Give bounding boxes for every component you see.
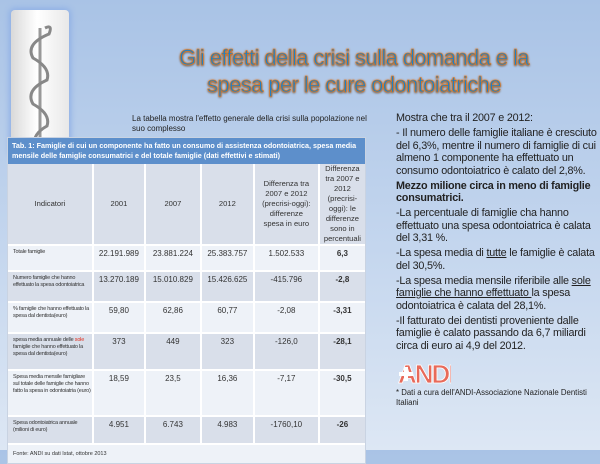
caduceus-image [11, 10, 69, 155]
table-source: Fonte: ANDI su dati Istat, ottobre 2013 [13, 451, 107, 457]
row-label: Spesa odontoiatrica annuale (milioni di … [8, 416, 94, 445]
row-label: % famiglie che hanno effettuato la spesa… [8, 302, 94, 334]
col-header: Differenza tra 2007 e 2012 (precrisi-ogg… [318, 164, 365, 246]
cell: -126,0 [253, 333, 320, 371]
andi-logo: ANDI [396, 358, 457, 389]
cell: 15.010.829 [144, 271, 202, 303]
title-line-2: spesa per le cure odontoiatriche [207, 72, 502, 98]
cell: 13.270.189 [92, 271, 146, 303]
table-row: spesa media annuale delle sole famiglie … [8, 333, 365, 371]
table-row: Totale famiglie 22.191.989 23.881.224 25… [8, 245, 365, 272]
summary-point: -La spesa media mensile riferibile alle … [396, 275, 598, 313]
svg-text:ANDI: ANDI [398, 359, 451, 388]
row-label: spesa media annuale delle sole famiglie … [8, 333, 94, 371]
cell: 60,77 [200, 302, 255, 334]
cell: 4.951 [92, 416, 146, 445]
cell: 6,3 [318, 245, 365, 272]
cell: -26 [318, 416, 365, 445]
summary-intro: Mostra che tra il 2007 e 2012: [396, 112, 533, 124]
table-header-row: Indicatori 2001 2007 2012 Differenza tra… [8, 164, 365, 246]
cell: 23.881.224 [144, 245, 202, 272]
cell: -30,5 [318, 370, 365, 417]
cell: -7,17 [253, 370, 320, 417]
summary-point: -La spesa media di tutte le famiglie è c… [396, 247, 598, 272]
table-row: % famiglie che hanno effettuato la spesa… [8, 302, 365, 334]
row-label: Numero famiglie che hanno effettuato la … [8, 271, 94, 303]
cell: -1760,10 [253, 416, 320, 445]
footnote: * Dati a cura dell'ANDI-Associazione Naz… [396, 387, 587, 407]
summary-text: Mostra che tra il 2007 e 2012: - Il nume… [396, 112, 598, 355]
intro-text: La tabella mostra l'effetto generale del… [132, 114, 367, 133]
cell: -2,8 [318, 271, 365, 303]
cell: 15.426.625 [200, 271, 255, 303]
row-label: Spesa media mensile famigliare sul total… [8, 370, 94, 417]
cell: 25.383.757 [200, 245, 255, 272]
cell: 16,36 [200, 370, 255, 417]
cell: 373 [92, 333, 146, 371]
cell: 22.191.989 [92, 245, 146, 272]
andi-logo-icon: ANDI [398, 358, 457, 389]
col-header: Indicatori [8, 164, 94, 246]
col-header: 2012 [200, 164, 255, 246]
summary-highlight: Mezzo milione circa in meno di famiglie … [396, 179, 591, 205]
col-header: 2001 [92, 164, 146, 246]
right-column: Mostra che tra il 2007 e 2012: - Il nume… [396, 112, 598, 408]
cell: 4.983 [200, 416, 255, 445]
text-part: -La spesa media mensile riferibile alle [396, 274, 572, 287]
col-header: 2007 [144, 164, 202, 246]
data-table: Tab. 1: Famiglie di cui un componente ha… [7, 137, 366, 464]
table-row: Spesa media mensile famigliare sul total… [8, 370, 365, 417]
summary-point: -Il fatturato dei dentisti proveniente d… [396, 314, 586, 352]
slide-title: Gli effetti della crisi sulla domanda e … [112, 44, 596, 98]
cell: 323 [200, 333, 255, 371]
rod-of-asclepius-icon [29, 25, 52, 152]
cell: -28,1 [318, 333, 365, 371]
cell: -415.796 [253, 271, 320, 303]
label-highlight: sole [74, 337, 85, 343]
cell: 6.743 [144, 416, 202, 445]
text-part: -La spesa media di [396, 247, 487, 259]
label-part: spesa media annuale delle [13, 337, 74, 343]
underlined-text: tutte [486, 247, 507, 259]
table-row: Spesa odontoiatrica annuale (milioni di … [8, 416, 365, 445]
text-part: le famiglie è calata del 30,5%. [396, 247, 595, 272]
summary-point: -La percentuale di famiglie cha hanno ef… [396, 207, 591, 244]
title-line-1: Gli effetti della crisi sulla domanda e … [179, 45, 530, 71]
col-header: Differenza tra 2007 e 2012 (precrisi-ogg… [253, 164, 320, 246]
cell: 23,5 [144, 370, 202, 417]
text-part: la spesa odontoiatrica è calata del 28,1… [396, 287, 571, 312]
table-row: Numero famiglie che hanno effettuato la … [8, 271, 365, 303]
cell: 18,59 [92, 370, 146, 417]
cell: -3,31 [318, 302, 365, 334]
label-part: famiglie che hanno effettuato la spesa d… [13, 344, 83, 357]
underlined-text: sole famiglie che hanno effettuato [396, 274, 591, 300]
cell: -2,08 [253, 302, 320, 334]
cell: 1.502.533 [253, 245, 320, 272]
summary-point: - Il numero delle famiglie italiane è cr… [396, 127, 597, 177]
cell: 62,86 [144, 302, 202, 334]
cell: 59,80 [92, 302, 146, 334]
row-label: Totale famiglie [8, 245, 94, 272]
table-caption: Tab. 1: Famiglie di cui un componente ha… [8, 138, 365, 164]
cell: 449 [144, 333, 202, 371]
